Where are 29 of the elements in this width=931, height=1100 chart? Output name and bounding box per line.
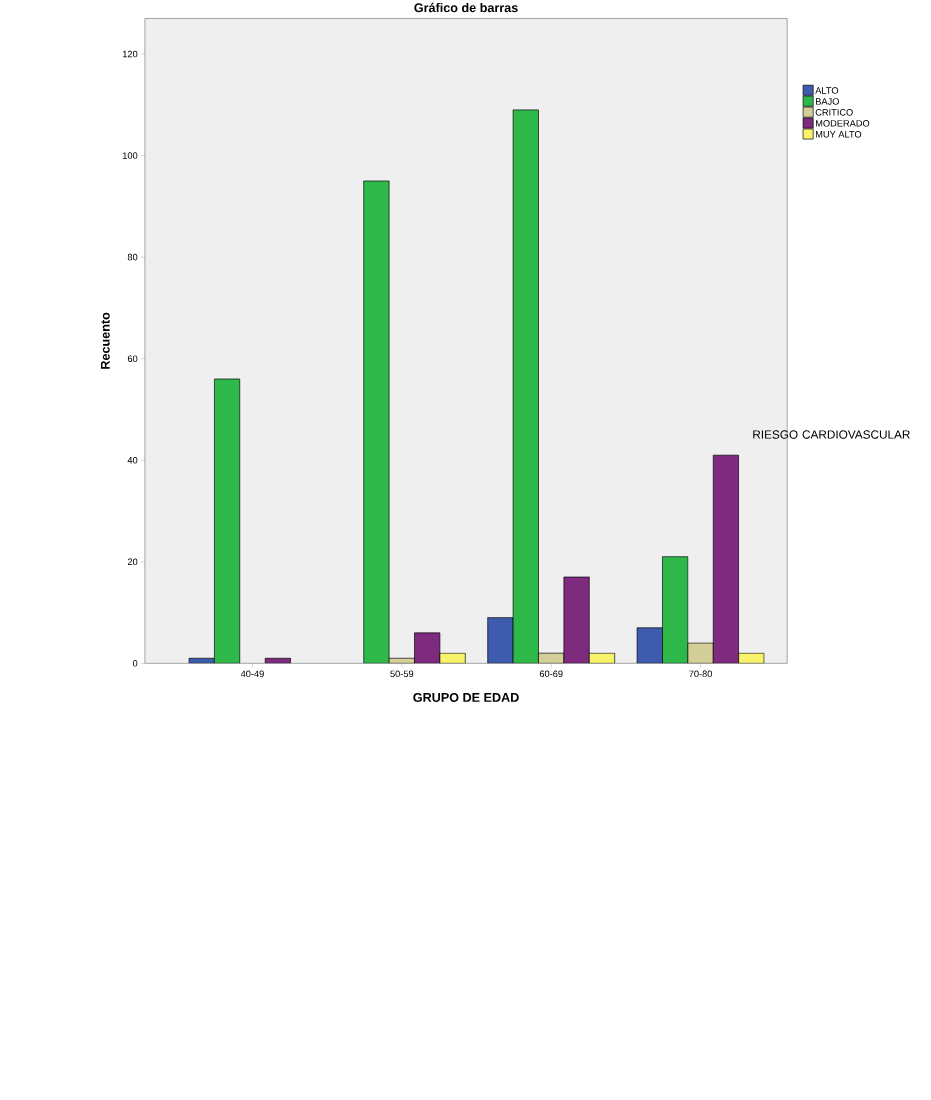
- y-tick-label: 100: [122, 152, 138, 159]
- bar: [213, 378, 240, 664]
- bar: [512, 109, 539, 664]
- chart-title: Gráfico de barras: [414, 2, 518, 13]
- legend-label: ALTO: [815, 87, 838, 94]
- bar: [712, 454, 739, 664]
- bar: [487, 617, 513, 664]
- x-tick-label: 40-49: [240, 670, 264, 678]
- bar: [662, 556, 689, 664]
- bar: [363, 180, 390, 664]
- x-axis-title: GRUPO DE EDAD: [413, 692, 519, 702]
- y-tick-label: 0: [132, 660, 138, 667]
- legend-label: BAJO: [815, 98, 839, 105]
- x-tick-label: 60-69: [539, 670, 563, 678]
- y-tick-label: 80: [127, 253, 138, 261]
- y-tick-label: 20: [127, 558, 138, 566]
- y-tick-label: 60: [127, 355, 138, 362]
- legend-label: MUY ALTO: [815, 131, 862, 138]
- legend-label: CRITICO: [815, 109, 853, 116]
- legend-label: MODERADO: [815, 120, 870, 127]
- y-tick-label: 120: [122, 50, 138, 58]
- x-tick-label: 70-80: [689, 670, 712, 678]
- y-axis-title: Recuento: [100, 312, 110, 369]
- bar: [636, 627, 663, 664]
- x-tick-label: 50-59: [390, 670, 414, 678]
- bar: [414, 632, 440, 664]
- legend-title: RIESGO CARDIOVASCULAR: [753, 430, 910, 439]
- bar: [563, 577, 590, 664]
- y-tick-label: 40: [127, 456, 138, 464]
